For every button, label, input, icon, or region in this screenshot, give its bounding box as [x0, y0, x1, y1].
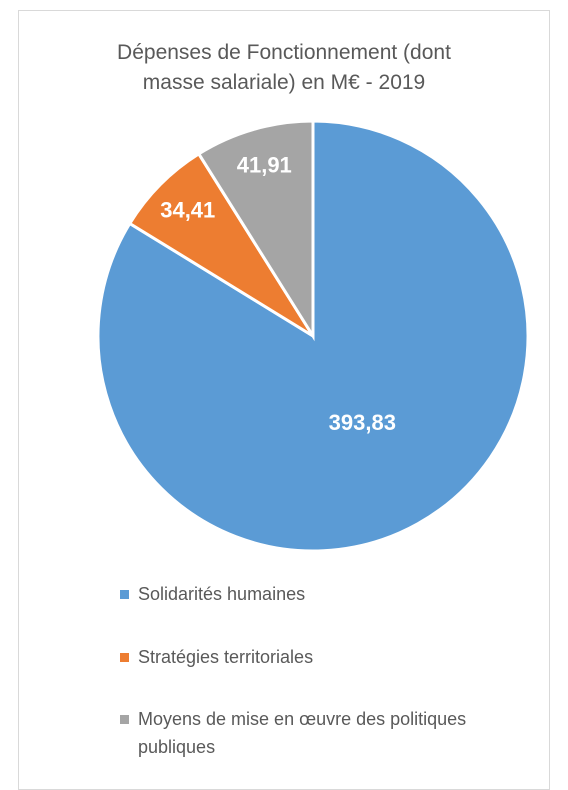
- legend-label: Solidarités humaines: [138, 584, 306, 604]
- data-label: 34,41: [160, 198, 215, 223]
- data-label: 41,91: [237, 152, 292, 177]
- legend-swatch: [120, 715, 129, 724]
- chart: 393,83 34,41 41,91: [96, 119, 530, 553]
- legend-item: Solidarités humaines: [120, 580, 540, 608]
- legend-label: Stratégies territoriales: [138, 647, 314, 667]
- legend-label: Moyens de mise en œuvre des politiques p…: [138, 709, 467, 757]
- data-label: 393,83: [329, 410, 396, 435]
- pie-slice: [127, 151, 315, 338]
- legend-item: Moyens de mise en œuvre des politiques p…: [120, 705, 540, 761]
- legend-item: Stratégies territoriales: [120, 643, 540, 671]
- legend-swatch: [120, 653, 129, 662]
- pie-slice: [196, 119, 315, 342]
- chart-title: Dépenses de Fonctionnement (dont masse s…: [117, 41, 451, 94]
- legend-swatch: [120, 590, 129, 599]
